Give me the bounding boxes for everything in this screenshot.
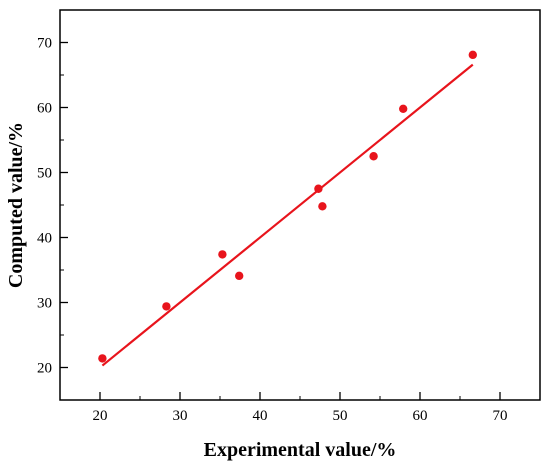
x-tick-label: 20 (93, 408, 108, 424)
y-tick-label: 70 (37, 36, 52, 52)
data-point (98, 354, 107, 363)
data-point (235, 271, 244, 281)
x-tick-label: 60 (413, 408, 428, 424)
data-point (399, 104, 408, 114)
y-axis-label: Computed value/% (5, 122, 27, 288)
y-tick-label: 50 (37, 166, 52, 182)
data-point (468, 50, 477, 60)
ticks-layer: 20 30 40 50 60 70 20 30 40 50 60 70 (37, 9, 541, 424)
x-tick-label: 30 (173, 408, 188, 424)
points-layer (98, 50, 477, 363)
fit-line (101, 63, 474, 367)
x-tick-label: 70 (493, 408, 508, 424)
data-point (162, 302, 171, 311)
data-point (218, 250, 227, 259)
x-tick-label: 40 (253, 408, 268, 424)
fit-line-layer (101, 63, 474, 367)
y-tick-label: 30 (37, 296, 52, 312)
y-tick-label: 20 (37, 361, 52, 377)
x-axis-label: Experimental value/% (204, 439, 397, 461)
y-tick-label: 40 (37, 231, 52, 247)
data-point (318, 202, 327, 211)
data-point (314, 184, 323, 193)
data-point (369, 152, 378, 161)
y-tick-label: 60 (37, 101, 52, 117)
x-tick-label: 50 (333, 408, 348, 424)
